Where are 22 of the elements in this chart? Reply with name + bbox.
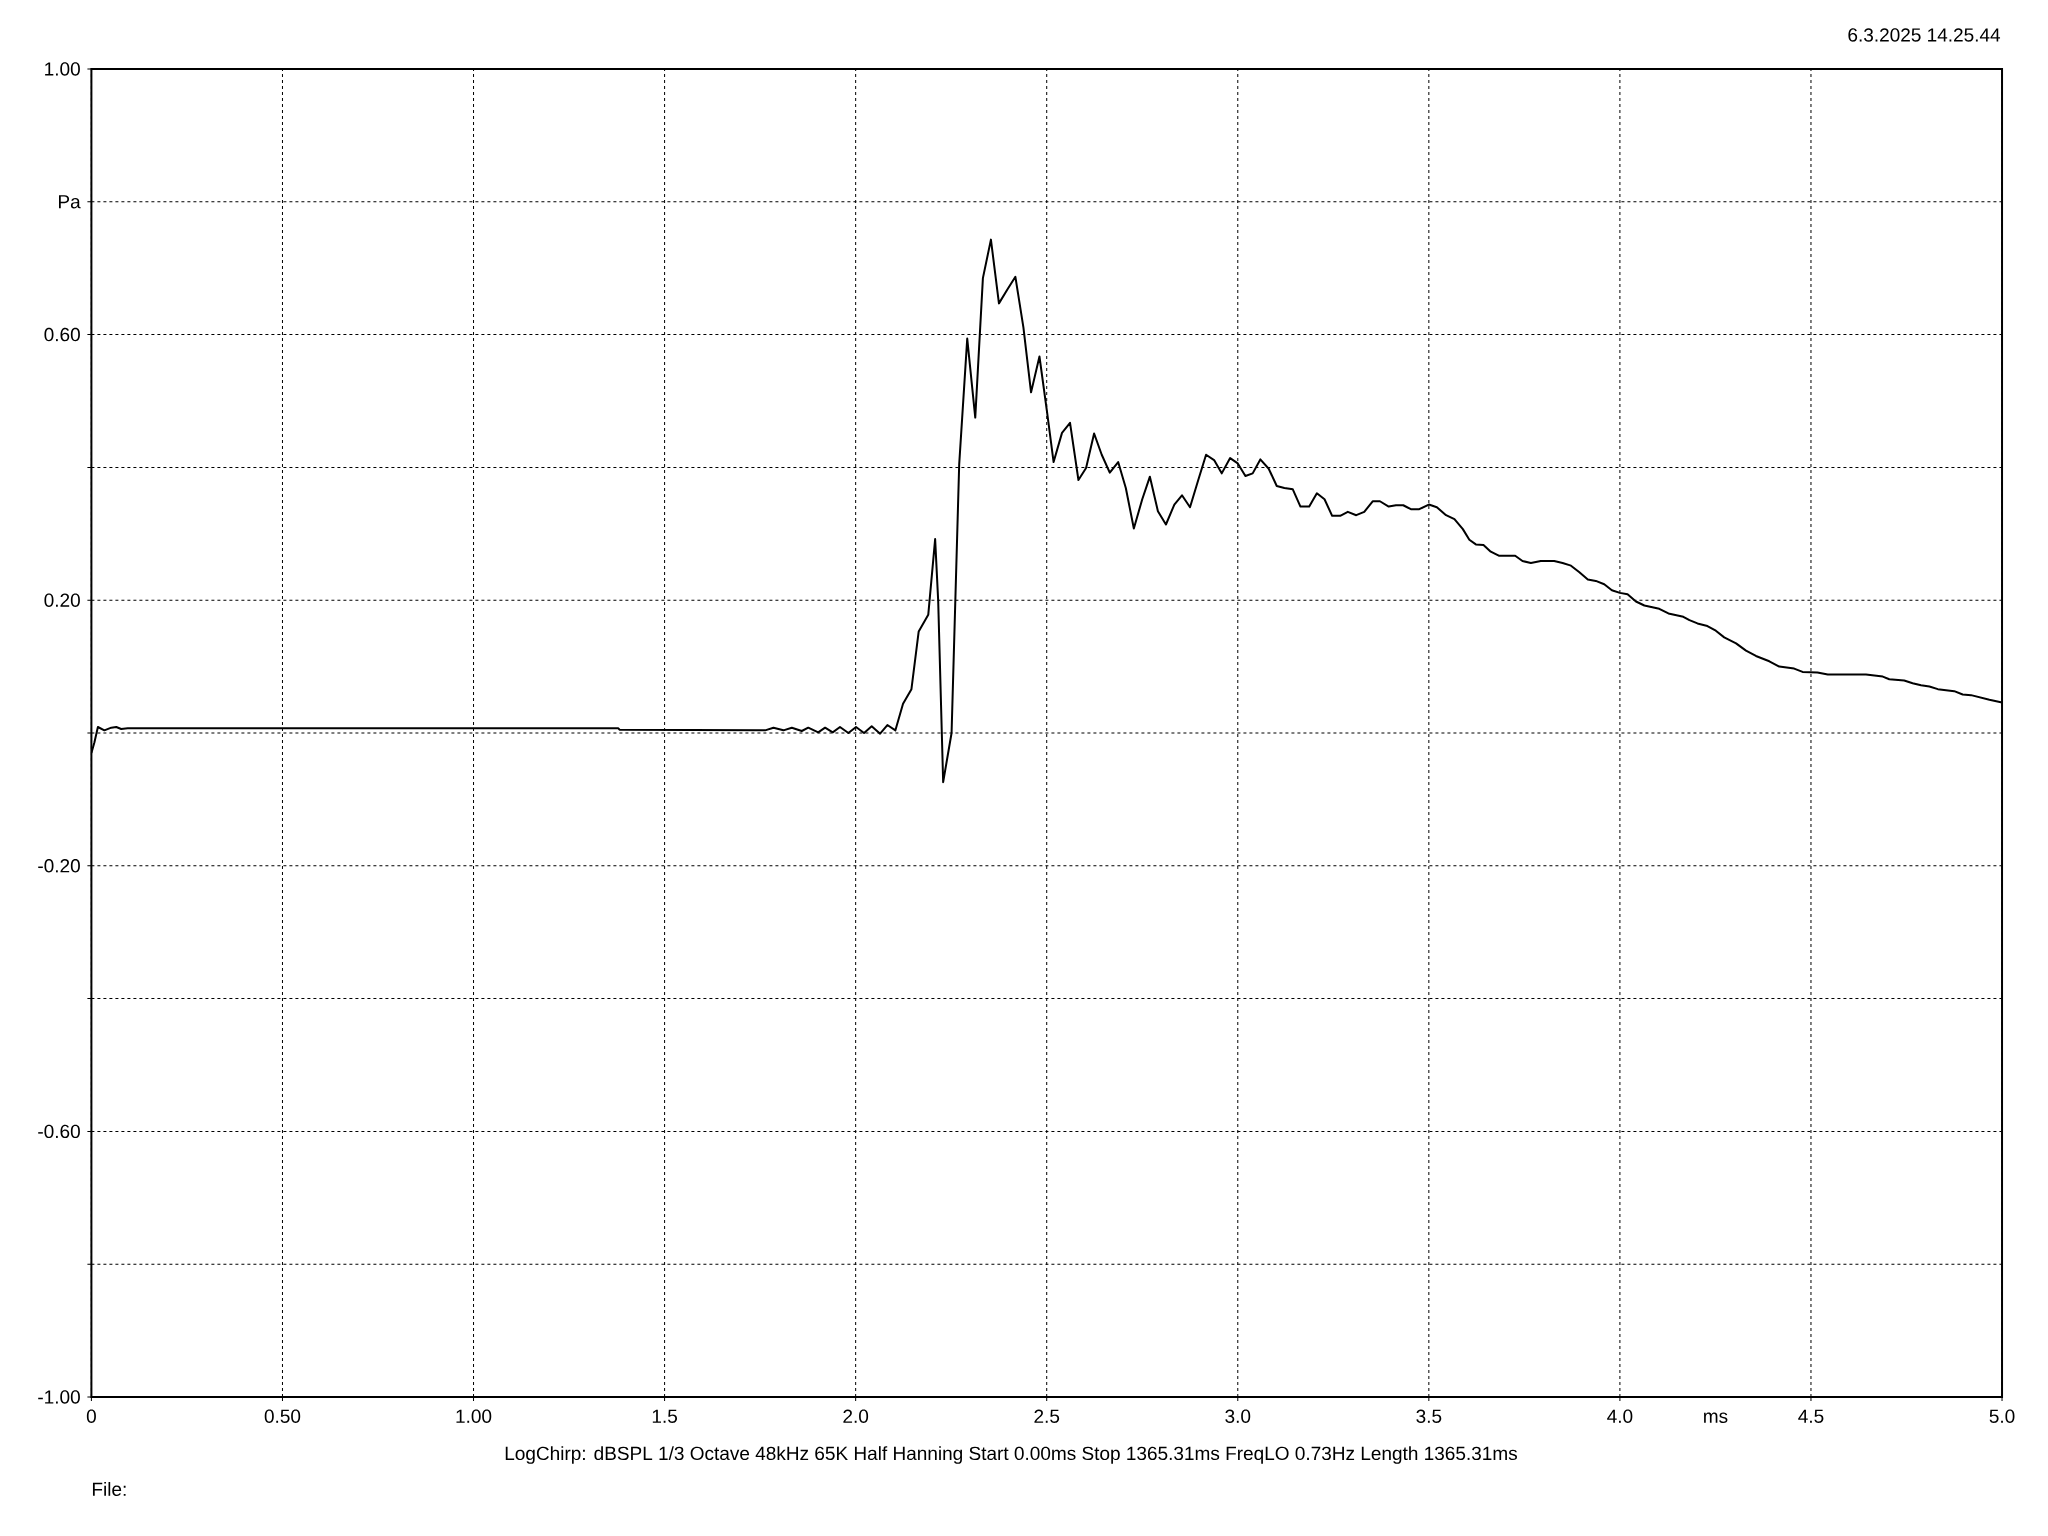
x-tick-label: 5.0 [1989,1409,2015,1423]
text: 6.3.2025 14.25.44 [1848,28,2001,42]
y-tick-label: 0.60 [44,327,80,342]
y-tick-label: 0.20 [44,593,80,607]
y-tick-label: -1.00 [38,1390,80,1404]
x-tick-label: 4.0 [1607,1409,1633,1423]
x-tick-label: 0.50 [264,1409,301,1423]
x-tick-label: 2.5 [1034,1409,1060,1423]
x-tick-label: 4.5 [1798,1409,1824,1423]
y-axis-title: Pa [59,195,81,209]
text: File: [92,1482,126,1496]
x-tick-label: 1.00 [456,1409,492,1423]
x-axis-title: ms [1704,1412,1728,1423]
x-tick-label: 3.0 [1225,1409,1251,1423]
y-tick-label: -0.20 [38,859,80,873]
x-tick-label: 3.5 [1416,1409,1442,1423]
x-tick-label: 0 [86,1409,96,1423]
y-tick-label: 1.00 [45,62,80,76]
x-tick-label: 2.0 [843,1409,869,1423]
y-tick-label: -0.60 [38,1124,80,1139]
x-tick-label: 1.5 [652,1409,678,1423]
text: LogChirp: dBSPL 1/3 Octave 48kHz 65K Half Hanning Start 0.00ms Stop 1365.31ms FreqLO 0.73Hz Length 1365.31ms [505,1446,1517,1464]
